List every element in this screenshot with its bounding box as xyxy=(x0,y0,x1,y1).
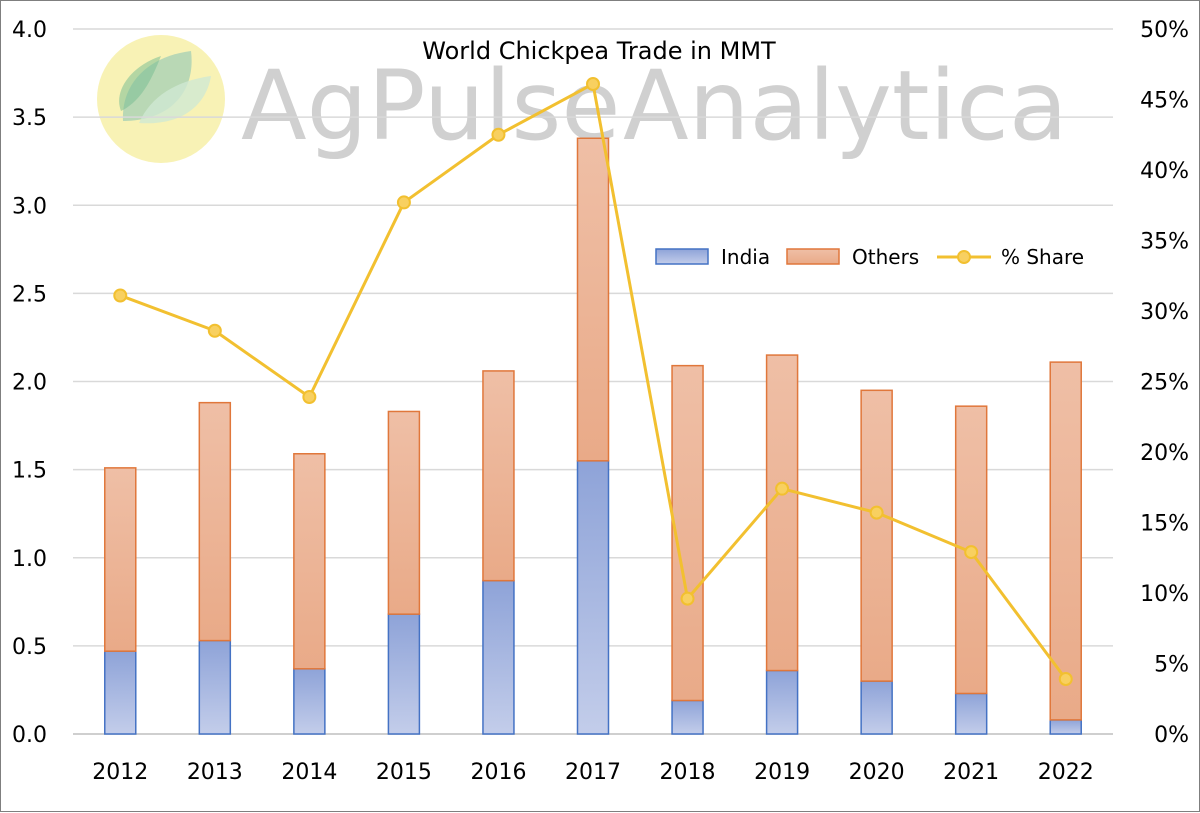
share-point xyxy=(869,505,884,520)
bar-india xyxy=(1049,719,1082,735)
y-right-tick-labels: 0% 5% 10% 15% 20% 25% 30% 35% 40% 45% 50% xyxy=(1140,18,1189,748)
x-tick-label: 2013 xyxy=(187,760,243,785)
legend-swatch-others xyxy=(786,248,840,265)
legend-label-share: % Share xyxy=(1001,245,1084,269)
bar-india xyxy=(765,669,799,735)
y-right-tick-label: 20% xyxy=(1140,441,1189,466)
y-right-tick-label: 35% xyxy=(1140,230,1189,255)
y-left-tick-label: 3.5 xyxy=(12,106,47,131)
legend-label-others: Others xyxy=(852,245,919,269)
watermark-suffix-text: Analytica xyxy=(623,50,1068,162)
bar-india xyxy=(293,668,326,735)
bar-india xyxy=(387,613,421,735)
share-point xyxy=(680,591,695,606)
watermark-brand-text: AgPulse xyxy=(241,50,620,162)
share-point xyxy=(491,127,506,142)
x-tick-label: 2022 xyxy=(1038,760,1094,785)
x-tick-labels: 2012 2013 2014 2015 2016 2017 2018 2019 2020 2021… xyxy=(92,760,1093,785)
share-line-series xyxy=(113,76,1073,687)
bar-others xyxy=(293,453,326,670)
share-point xyxy=(207,323,222,338)
y-left-tick-label: 4.0 xyxy=(12,18,47,43)
legend-swatch-india xyxy=(655,248,709,265)
share-point xyxy=(113,288,128,303)
x-tick-label: 2015 xyxy=(376,760,432,785)
bar-india xyxy=(671,699,704,735)
bar-india xyxy=(198,639,232,735)
y-left-tick-label: 0.0 xyxy=(12,723,47,748)
share-point xyxy=(964,545,979,560)
x-tick-label: 2021 xyxy=(943,760,999,785)
y-left-tick-label: 3.0 xyxy=(12,194,47,219)
y-left-tick-label: 0.5 xyxy=(12,635,47,660)
y-right-tick-label: 0% xyxy=(1154,723,1189,748)
y-left-tick-label: 1.5 xyxy=(12,459,47,484)
share-point xyxy=(396,195,411,210)
chart-title: World Chickpea Trade in MMT xyxy=(422,37,776,65)
y-right-tick-label: 10% xyxy=(1140,582,1189,607)
legend-label-india: India xyxy=(721,245,770,269)
y-right-tick-label: 45% xyxy=(1140,89,1189,114)
share-point xyxy=(1058,672,1073,687)
y-right-tick-label: 30% xyxy=(1140,300,1189,325)
x-tick-label: 2019 xyxy=(754,760,810,785)
y-right-tick-label: 5% xyxy=(1154,653,1189,678)
share-point xyxy=(302,390,317,405)
y-left-tick-labels: 0.0 0.5 1.0 1.5 2.0 2.5 3.0 3.5 4.0 xyxy=(12,18,47,748)
bar-others xyxy=(387,410,421,615)
bar-india xyxy=(482,579,515,735)
watermark-suffix: Analytica xyxy=(623,50,1068,162)
watermark-brand: AgPulse xyxy=(241,50,620,162)
x-tick-label: 2017 xyxy=(565,760,621,785)
x-tick-label: 2012 xyxy=(92,760,148,785)
legend: India Others % Share xyxy=(655,245,1084,269)
x-tick-label: 2016 xyxy=(470,760,526,785)
y-right-tick-label: 50% xyxy=(1140,18,1189,43)
bar-others xyxy=(104,467,137,652)
watermark-leaf-light xyxy=(139,76,211,124)
y-right-tick-label: 15% xyxy=(1140,512,1189,537)
bar-others xyxy=(198,401,232,642)
share-point xyxy=(586,76,600,91)
bar-india xyxy=(954,692,988,735)
watermark-logo xyxy=(97,35,225,163)
bar-others xyxy=(765,354,799,672)
bars xyxy=(104,137,1082,735)
x-tick-label: 2020 xyxy=(849,760,905,785)
bar-india xyxy=(860,680,893,735)
bar-others xyxy=(482,370,515,582)
bar-others xyxy=(671,364,704,702)
x-tick-label: 2018 xyxy=(660,760,716,785)
bar-others xyxy=(1049,361,1082,721)
bar-india xyxy=(576,460,610,735)
x-tick-label: 2014 xyxy=(281,760,337,785)
y-left-tick-label: 1.0 xyxy=(12,547,47,572)
y-right-tick-label: 40% xyxy=(1140,159,1189,184)
bar-others xyxy=(860,389,893,682)
share-point xyxy=(775,481,790,496)
watermark-leaf xyxy=(122,51,192,121)
legend-swatch-share-marker xyxy=(957,250,971,264)
y-left-tick-label: 2.0 xyxy=(12,371,47,396)
bar-india xyxy=(104,650,137,735)
watermark-leaf-dark xyxy=(119,56,161,111)
y-right-tick-label: 25% xyxy=(1140,371,1189,396)
y-left-tick-label: 2.5 xyxy=(12,282,47,307)
bar-others xyxy=(576,137,610,462)
